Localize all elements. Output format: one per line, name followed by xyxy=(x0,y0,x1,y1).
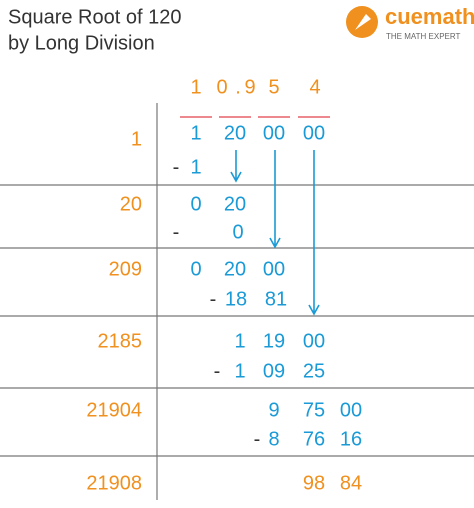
subtrahend: 25 xyxy=(303,360,325,382)
divisor: 1 xyxy=(131,128,142,150)
logo-brand: cuemath xyxy=(385,4,474,29)
dividend: 19 xyxy=(263,330,285,352)
dividend: 20 xyxy=(224,193,246,215)
quotient-digit: 9 xyxy=(244,76,255,98)
dividend: 00 xyxy=(303,330,325,352)
arrow xyxy=(230,150,242,183)
quotient-digit: 4 xyxy=(309,76,320,98)
dividend: 00 xyxy=(263,122,285,144)
subtrahend: 18 xyxy=(225,288,247,310)
divisor: 2185 xyxy=(98,330,143,352)
subtrahend: 1 xyxy=(234,360,245,382)
minus: - xyxy=(173,156,180,178)
dividend: 00 xyxy=(263,258,285,280)
dividend: 00 xyxy=(303,122,325,144)
arrow xyxy=(308,150,320,316)
dividend: 1 xyxy=(190,122,201,144)
subtrahend: 8 xyxy=(268,428,279,450)
divisor: 209 xyxy=(109,258,142,280)
dividend: 1 xyxy=(234,330,245,352)
quotient-digit: 1 xyxy=(190,76,201,98)
logo: cuemath THE MATH EXPERT xyxy=(346,4,474,41)
subtrahend: 09 xyxy=(263,360,285,382)
arrow xyxy=(269,150,281,249)
dividend: 9 xyxy=(268,399,279,421)
title: Square Root of 120 xyxy=(8,6,181,28)
dividend: 00 xyxy=(340,399,362,421)
quotient-point: . xyxy=(235,76,241,98)
minus: - xyxy=(214,360,221,382)
divisor: 20 xyxy=(120,193,142,215)
subtrahend: 81 xyxy=(265,288,287,310)
dividend: 20 xyxy=(224,258,246,280)
remainder: 84 xyxy=(340,472,362,494)
dividend: 0 xyxy=(190,193,201,215)
minus: - xyxy=(254,428,261,450)
divisor: 21908 xyxy=(86,472,142,494)
bring-down-arrows xyxy=(230,150,320,316)
subtrahend: 16 xyxy=(340,428,362,450)
minus: - xyxy=(210,288,217,310)
divisor: 21904 xyxy=(86,399,142,421)
dividend: 0 xyxy=(190,258,201,280)
quotient-digit: 0 xyxy=(216,76,227,98)
title: by Long Division xyxy=(8,32,155,54)
dividend: 20 xyxy=(224,122,246,144)
logo-rocket xyxy=(355,14,371,30)
subtrahend: 0 xyxy=(232,221,243,243)
subtrahend: 1 xyxy=(190,156,201,178)
minus: - xyxy=(173,221,180,243)
quotient-digit: 5 xyxy=(268,76,279,98)
subtrahend: 76 xyxy=(303,428,325,450)
remainder: 98 xyxy=(303,472,325,494)
logo-tagline: THE MATH EXPERT xyxy=(386,32,460,41)
dividend: 75 xyxy=(303,399,325,421)
